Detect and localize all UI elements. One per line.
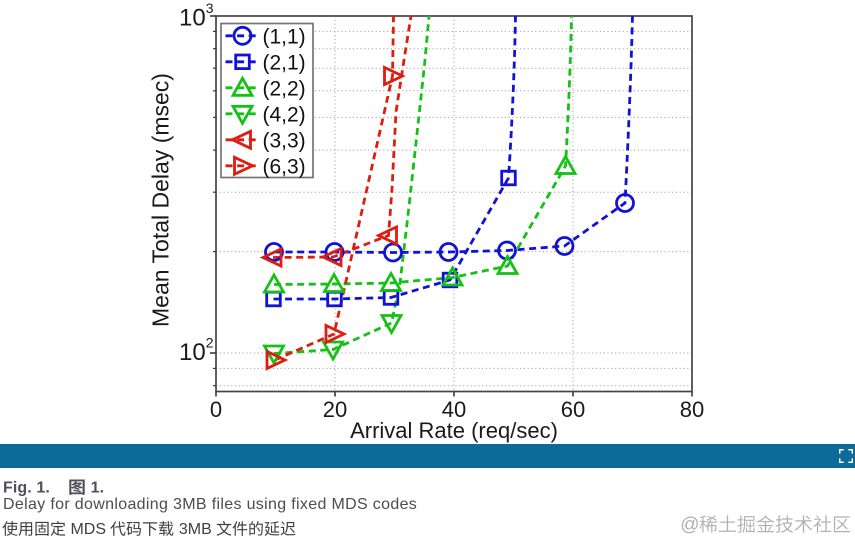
svg-text:(4,2): (4,2) [263,103,306,126]
svg-text:(1,1): (1,1) [263,25,306,48]
svg-text:Arrival Rate (req/sec): Arrival Rate (req/sec) [350,418,558,443]
svg-text:0: 0 [210,397,222,422]
svg-text:20: 20 [323,397,347,422]
svg-text:(6,3): (6,3) [263,155,306,178]
svg-text:(2,2): (2,2) [263,77,306,100]
svg-text:Mean Total Delay (msec): Mean Total Delay (msec) [148,73,174,327]
svg-text:(2,1): (2,1) [263,51,306,74]
svg-text:60: 60 [561,397,585,422]
svg-text:(3,3): (3,3) [263,129,306,152]
svg-text:80: 80 [680,397,704,422]
svg-text:40: 40 [442,397,466,422]
